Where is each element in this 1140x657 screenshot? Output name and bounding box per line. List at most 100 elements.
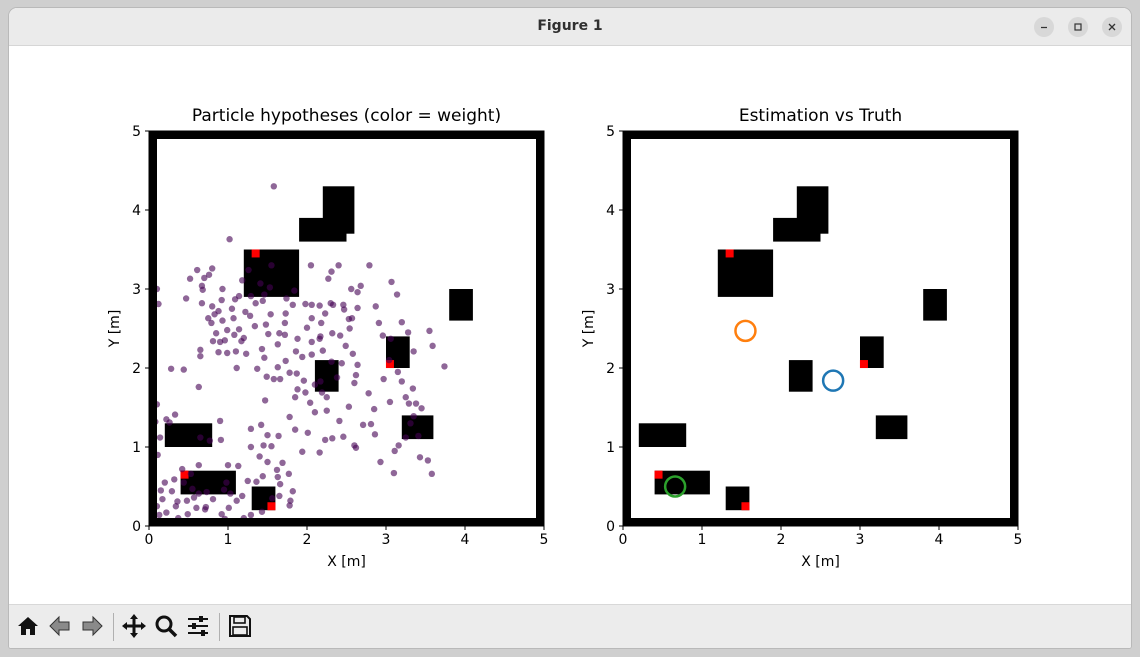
- figure-svg: 0 1 2 3 4 5 0 1 2 3 4 5 Particle hypotheses (color =…: [107, 106, 1022, 570]
- obstacle: [788, 360, 813, 392]
- particle-point: [195, 461, 202, 469]
- particle-point: [216, 417, 224, 425]
- close-button[interactable]: [1102, 17, 1122, 37]
- particle-point: [268, 262, 275, 269]
- particle-point: [218, 296, 225, 304]
- home-icon: [18, 617, 38, 635]
- particle-point: [261, 291, 268, 298]
- particle-point: [303, 324, 311, 331]
- particle-point: [316, 449, 323, 456]
- x-tick-label: 5: [540, 532, 549, 548]
- y-tick-label: 2: [132, 361, 141, 377]
- particle-point: [206, 437, 214, 444]
- particle-point: [167, 365, 175, 372]
- landmark-marker: [725, 249, 734, 258]
- particle-point: [199, 286, 206, 293]
- particle-point: [281, 319, 289, 327]
- truth-marker: [663, 475, 687, 498]
- particle-point: [342, 342, 349, 350]
- landmark-marker: [251, 249, 260, 258]
- particle-point: [247, 292, 255, 300]
- particle-point: [386, 398, 394, 406]
- minimize-button[interactable]: [1034, 17, 1054, 37]
- particle-point: [299, 448, 306, 455]
- particle-point: [302, 300, 309, 308]
- particle-point: [230, 315, 237, 322]
- particle-point: [308, 315, 315, 322]
- particle-point: [161, 479, 168, 486]
- particle-point: [186, 275, 194, 282]
- particle-point: [226, 236, 233, 243]
- plot-title: Particle hypotheses (color = weight): [192, 106, 501, 126]
- particle-point: [189, 485, 196, 493]
- particle-point: [340, 433, 347, 440]
- particle-point: [220, 486, 228, 493]
- x-tick-label: 2: [777, 532, 786, 548]
- back-button[interactable]: [45, 611, 75, 641]
- particle-point: [300, 377, 308, 384]
- particle-point: [283, 295, 290, 302]
- particle-point: [387, 335, 394, 342]
- particle-point: [377, 458, 384, 466]
- toolbar-separator: [219, 613, 220, 641]
- y-tick-label: 0: [606, 519, 615, 535]
- particle-point: [180, 366, 187, 373]
- particle-point: [323, 407, 330, 414]
- particle-point: [352, 371, 360, 379]
- zoom-button[interactable]: [151, 611, 181, 641]
- save-button[interactable]: [225, 611, 255, 641]
- particle-point: [268, 443, 275, 450]
- particle-point: [224, 461, 232, 469]
- particle-point: [354, 304, 361, 312]
- particle-point: [380, 375, 387, 383]
- particle-point: [390, 469, 398, 477]
- particle-point: [385, 356, 393, 364]
- particle-point: [395, 442, 402, 449]
- particle-point: [276, 492, 283, 500]
- window-title: Figure 1: [537, 18, 603, 34]
- particle-point: [333, 374, 341, 381]
- particle-point: [299, 353, 306, 361]
- particle-point: [346, 325, 353, 332]
- maximize-button[interactable]: [1068, 17, 1088, 37]
- particle-point: [265, 330, 272, 338]
- particle-point: [261, 397, 269, 404]
- particle-point: [329, 330, 336, 337]
- particle-point: [239, 492, 246, 500]
- particle-point: [232, 348, 240, 355]
- particle-point: [328, 358, 335, 365]
- particle-point: [286, 369, 293, 376]
- particle-point: [415, 432, 422, 440]
- home-button[interactable]: [13, 611, 43, 641]
- pan-button[interactable]: [119, 611, 149, 641]
- obstacle: [875, 415, 908, 440]
- particle-point: [231, 331, 238, 339]
- particle-point: [429, 342, 436, 350]
- particle-point: [289, 488, 296, 495]
- particle-point: [340, 301, 347, 308]
- configure-subplots-button[interactable]: [183, 611, 213, 641]
- navigation-toolbar: [9, 604, 1131, 648]
- y-tick-label: 3: [606, 282, 615, 298]
- particle-point: [276, 480, 284, 488]
- particle-point: [402, 434, 409, 441]
- forward-button[interactable]: [77, 611, 107, 641]
- particle-point: [209, 303, 216, 310]
- particle-point: [197, 434, 204, 441]
- particle-point: [366, 262, 373, 269]
- particle-point: [228, 305, 236, 312]
- particle-point: [263, 373, 270, 380]
- particle-point: [291, 426, 299, 433]
- particle-point: [352, 444, 360, 451]
- particle-point: [289, 301, 296, 308]
- particle-point: [180, 479, 187, 486]
- particle-point: [195, 383, 202, 391]
- particle-point: [163, 509, 170, 516]
- particle-point: [405, 400, 413, 407]
- particle-point: [254, 365, 261, 372]
- particle-point: [223, 479, 230, 486]
- particle-point: [321, 310, 329, 317]
- particle-point: [219, 285, 226, 293]
- particle-point: [172, 503, 180, 510]
- title-bar: Figure 1: [9, 8, 1131, 46]
